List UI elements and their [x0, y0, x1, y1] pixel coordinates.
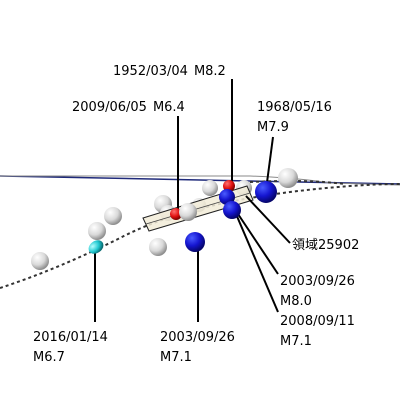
label-2003b-mag: M8.0 — [280, 294, 312, 309]
hypocenter-sphere — [202, 180, 218, 196]
label-2008-mag: M7.1 — [280, 334, 312, 349]
label-1952: 1952/03/04 M8.2 — [113, 64, 226, 79]
leader-line-region — [245, 195, 291, 244]
label-2003a-mag: M7.1 — [160, 350, 192, 365]
hypocenter-blue — [223, 201, 241, 219]
hypocenter-cyan-2016 — [88, 240, 104, 254]
hypocenter-blue-2003a — [185, 232, 205, 252]
hypocenter-sphere — [179, 203, 197, 221]
hypocenter-sphere — [149, 238, 167, 256]
label-1968-mag: M7.9 — [257, 120, 289, 135]
label-2003b-date: 2003/09/26 — [280, 274, 355, 289]
hypocenter-sphere — [104, 207, 122, 225]
label-2009: 2009/06/05 M6.4 — [72, 100, 185, 115]
hypocenter-red-2009 — [170, 208, 182, 220]
label-2008-date: 2008/09/11 — [280, 314, 355, 329]
label-region: 領域25902 — [292, 237, 359, 253]
hypocenter-sphere — [88, 222, 106, 240]
hypocenter-blue-1968 — [255, 181, 277, 203]
leader-line-2008 — [235, 213, 279, 313]
label-2016-mag: M6.7 — [33, 350, 65, 365]
label-2016-date: 2016/01/14 — [33, 330, 108, 345]
hypocenter-sphere — [278, 168, 298, 188]
label-2003a-date: 2003/09/26 — [160, 330, 235, 345]
hypocenter-red-1952 — [223, 180, 235, 192]
hypocenter-blue — [219, 189, 235, 205]
label-1968-date: 1968/05/16 — [257, 100, 332, 115]
hypocenter-sphere — [31, 252, 49, 270]
